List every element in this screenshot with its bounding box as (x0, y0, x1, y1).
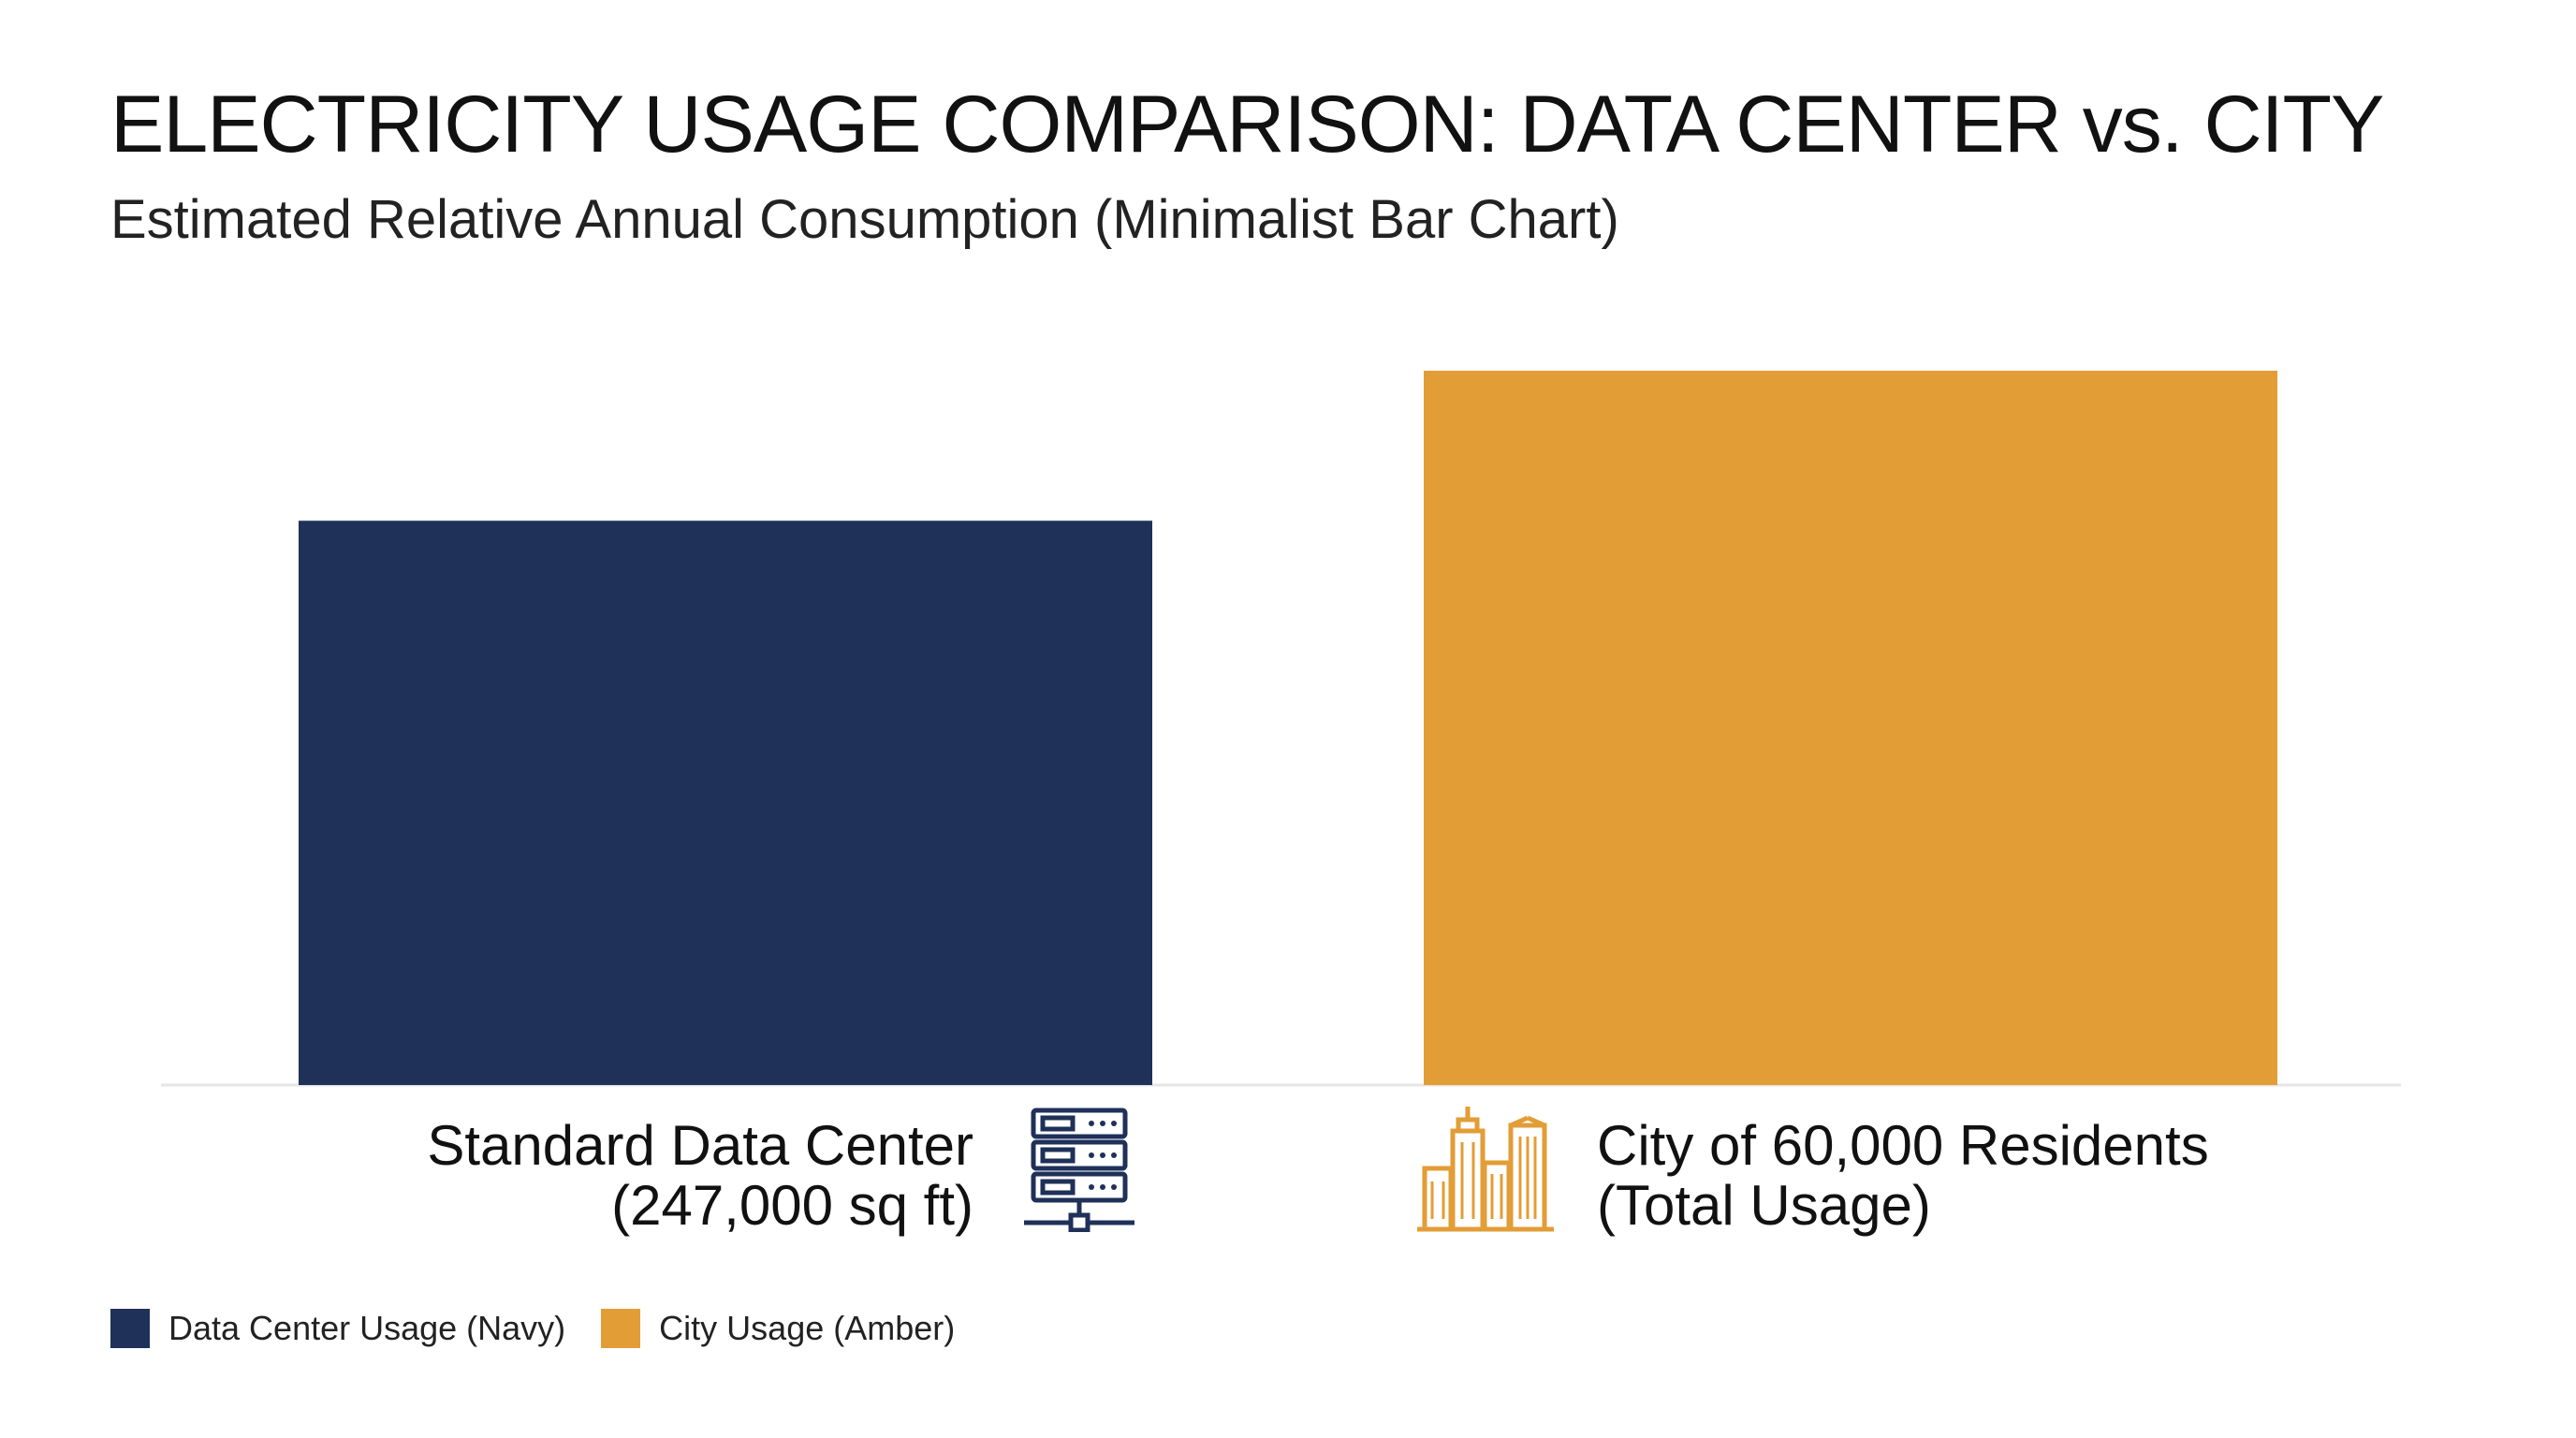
category-label-line1: Standard Data Center (427, 1114, 973, 1177)
category-label-line2: (Total Usage) (1597, 1174, 1931, 1237)
legend-label: City Usage (Amber) (659, 1309, 956, 1347)
city-buildings-icon (1417, 1107, 1554, 1232)
category-label-city: City of 60,000 Residents (Total Usage) (1597, 1116, 2209, 1236)
legend-label: Data Center Usage (Navy) (168, 1309, 566, 1347)
legend-swatch-navy (110, 1309, 150, 1348)
category-label-data-center: Standard Data Center (247,000 sq ft) (427, 1116, 973, 1236)
bar-city (1424, 371, 2277, 1085)
chart-legend: Data Center Usage (Navy) City Usage (Amb… (110, 1309, 990, 1348)
category-label-line1: City of 60,000 Residents (1597, 1114, 2209, 1177)
category-label-line2: (247,000 sq ft) (611, 1174, 973, 1237)
legend-swatch-amber (601, 1309, 641, 1348)
server-rack-icon (1024, 1108, 1134, 1232)
bar-data-center (299, 521, 1152, 1085)
legend-item-city: City Usage (Amber) (601, 1309, 955, 1348)
chart-subtitle: Estimated Relative Annual Consumption (M… (110, 189, 1619, 250)
legend-item-data-center: Data Center Usage (Navy) (110, 1309, 565, 1348)
chart-title: ELECTRICITY USAGE COMPARISON: DATA CENTE… (110, 80, 2384, 169)
